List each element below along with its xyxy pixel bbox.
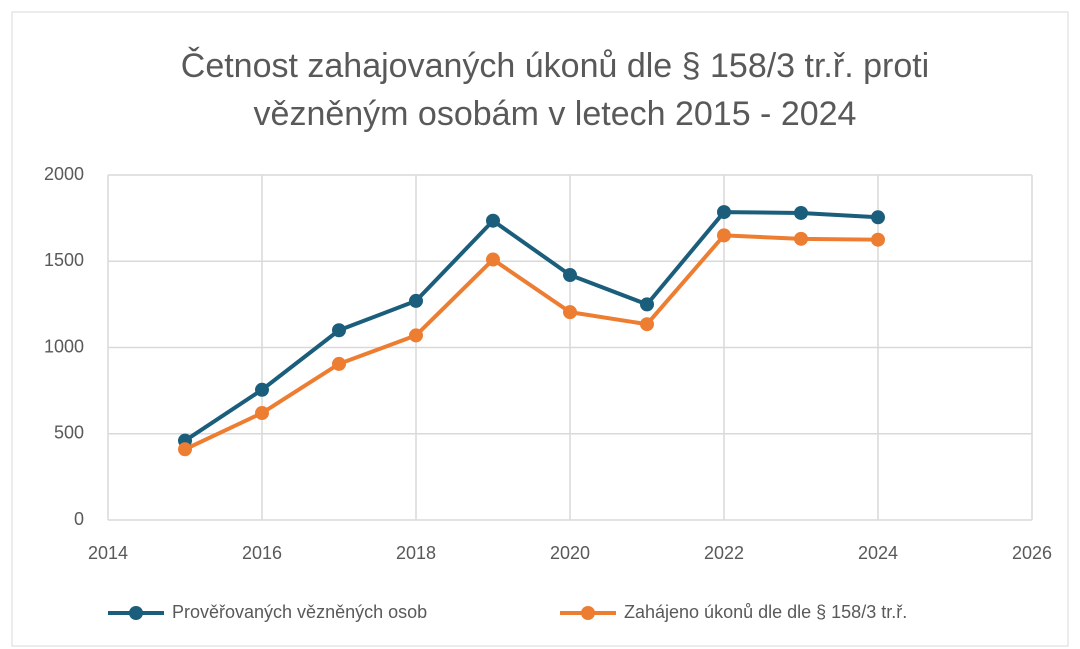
series-line	[184, 233, 879, 452]
data-point	[640, 317, 654, 332]
legend-label: Prověřovaných vězněných osob	[172, 602, 427, 622]
data-point	[794, 205, 808, 220]
data-point	[255, 406, 269, 421]
data-point	[332, 356, 346, 371]
x-tick-label: 2018	[396, 543, 436, 563]
data-point	[563, 305, 577, 320]
y-tick-label: 1000	[44, 336, 84, 356]
data-point	[332, 323, 346, 338]
data-point	[871, 232, 885, 247]
chart-title: Četnost zahajovaných úkonů dle § 158/3 t…	[181, 47, 929, 85]
x-tick-label: 2022	[704, 543, 744, 563]
x-tick-label: 2016	[242, 543, 282, 563]
data-point	[486, 213, 500, 228]
y-tick-label: 1500	[44, 250, 84, 270]
chart-frame	[11, 11, 1069, 647]
series-line	[183, 210, 879, 443]
data-point	[486, 252, 500, 267]
x-tick-label: 2014	[88, 543, 128, 563]
x-tick-label: 2024	[858, 543, 898, 563]
legend-marker	[581, 606, 595, 620]
data-point	[717, 205, 731, 220]
data-point	[255, 382, 269, 397]
y-tick-label: 2000	[44, 164, 84, 184]
x-tick-label: 2026	[1012, 543, 1052, 563]
legend-marker	[129, 606, 143, 620]
data-point	[640, 297, 654, 312]
y-tick-label: 500	[54, 423, 84, 443]
data-point	[717, 228, 731, 243]
x-tick-label: 2020	[550, 543, 590, 563]
data-point	[409, 293, 423, 308]
legend-label: Zahájeno úkonů dle dle § 158/3 tr.ř.	[624, 602, 907, 622]
data-point	[871, 210, 885, 225]
data-point	[563, 268, 577, 283]
chart-title: vězněným osobám v letech 2015 - 2024	[254, 95, 857, 133]
data-point	[178, 442, 192, 457]
y-tick-label: 0	[74, 509, 84, 529]
data-point	[409, 328, 423, 343]
data-point	[794, 231, 808, 246]
